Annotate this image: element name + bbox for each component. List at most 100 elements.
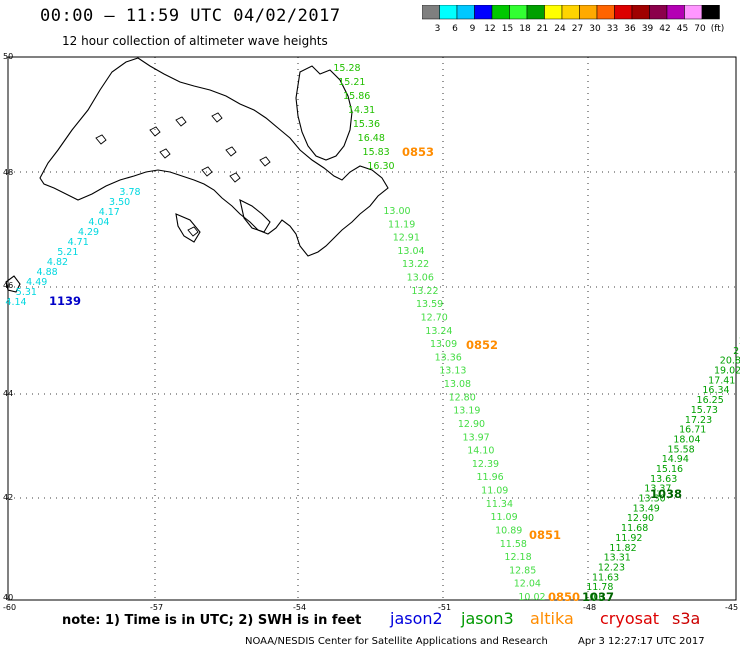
map-subtitle: 12 hour collection of altimeter wave hei… [62,34,328,48]
jason3-track-east-swh-label: 13.63 [650,474,677,485]
jason2-track-swh-label: 4.14 [5,297,26,308]
sat-s3a: s3a [672,609,701,628]
y-tick-label: 44 [3,389,13,398]
jason3-track-east-swh-label: 13.31 [604,553,631,564]
jason2-track-swh-label: 4.29 [78,227,99,238]
legend-label: 6 [452,24,458,34]
jason3-track-east-swh-label: 20.84 [720,356,740,367]
jason3-track-east-swh-label: 13.49 [633,503,660,514]
jason3-track-east-swh-label: 15.73 [691,405,718,416]
sat-jason2: jason2 [390,609,443,628]
jason2-track-swh-label: 4.04 [88,217,109,228]
jason3-track-north-swh-label: 15.28 [333,63,360,74]
x-tick-label: -51 [438,603,451,612]
jason3-track-east-swh-label: 19.02 [714,366,740,377]
jason2-track-swh-label: 4.49 [26,277,47,288]
jason2-track-swh-label: 4.17 [99,207,120,218]
jason2-track-swh-label: 5.31 [16,287,37,298]
x-tick-label: -48 [583,603,596,612]
jason3-track-east-swh-label: 13.30 [638,494,665,505]
jason3-track-central-time-label: 0852 [466,338,498,352]
jason3-track-east-swh-label: 16.25 [697,395,724,406]
jason3-track-central-swh-label: 13.59 [416,299,443,310]
island [229,172,241,183]
island [175,116,187,127]
legend-label: 42 [659,24,670,34]
y-tick-label: 48 [3,168,13,177]
jason2-track-swh-label: 3.50 [109,197,130,208]
jason3-track-central-swh-label: 11.09 [490,512,517,523]
legend-swatch [701,5,720,20]
sat-jason3: jason3 [461,609,514,628]
legend-label: 70 [694,24,706,34]
jason3-track-north-time-label: 0853 [402,145,434,159]
jason3-track-east-swh-label: 11.68 [621,523,648,534]
jason3-track-central-swh-label: 13.06 [407,273,434,284]
x-tick-label: -60 [3,603,16,612]
coastline-segment [239,198,271,233]
jason3-track-east-swh-label: 15.58 [668,444,695,455]
jason3-track-central-swh-label: 12.39 [472,459,499,470]
jason3-track-central-swh-label: 11.96 [477,472,504,483]
jason3-track-central-swh-label: 13.22 [402,259,429,270]
jason3-track-central-swh-label: 12.18 [504,552,531,563]
jason3-track-east-swh-label: 21 [733,346,740,357]
jason3-track-central-swh-label: 13.19 [453,406,480,417]
jason2-track-swh-label: 5.21 [57,247,78,258]
plot-frame [7,56,737,601]
credit-text: NOAA/NESDIS Center for Satellite Applica… [245,636,548,647]
jason3-track-central-swh-label: 12.90 [458,419,485,430]
jason3-track-central-swh-label: 13.04 [397,246,424,257]
axis-tick-labels: -60 -57 -54 -51 -48 -45 50 48 46 44 42 40 [3,52,738,612]
island [259,156,271,167]
jason3-track-central-swh-label: 12.91 [393,233,420,244]
jason3-track-east-swh-label: 10.0 [583,592,604,603]
jason3-track-central-swh-label: 13.09 [430,339,457,350]
color-scale-legend: 3 6 9 12 15 18 21 24 27 30 33 36 39 42 45 70 (ft) [422,5,725,34]
jason3-track-central-swh-label: 13.22 [411,286,438,297]
jason3-track-central-swh-label: 13.13 [439,366,466,377]
jason3-track-central-swh-label: 14.10 [467,446,494,457]
jason3-track-east-swh-label: 11.78 [586,582,613,593]
graticule [7,56,737,601]
jason2-track-swh-label: 4.88 [37,267,58,278]
x-tick-label: -54 [293,603,306,612]
generated-timestamp: Apr 3 12:27:17 UTC 2017 [578,636,705,647]
island [95,134,107,145]
jason3-track-central-swh-label: 13.97 [463,432,490,443]
legend-label: 45 [677,24,688,34]
jason3-track-east-swh-label: 11.63 [592,572,619,583]
jason3-track-east-swh-label: 13.37 [644,484,671,495]
jason2-track-swh-label: 3.78 [119,187,140,198]
coastline-segment [295,65,353,161]
jason3-track-east-swh-label: 17.41 [708,375,735,386]
jason3-track-east-swh-label: 14.94 [662,454,689,465]
jason3-track-east-swh-label: 11.82 [609,543,636,554]
jason3-track-central-swh-label: 12.80 [449,392,476,403]
legend-label: 15 [502,24,513,34]
legend-label: 39 [642,24,654,34]
island [201,166,213,177]
jason2-track-swh-label: 4.82 [47,257,68,268]
island [211,112,223,123]
jason3-track-north-swh-label: 15.86 [343,91,370,102]
jason3-track-east-swh-label: 18.04 [673,434,700,445]
jason3-track-central-swh-label: 12.70 [421,312,448,323]
jason2-track-time-label: 1139 [49,294,81,308]
jason3-track-east-swh-label: 11.92 [615,533,642,544]
y-tick-label: 42 [3,493,13,502]
legend-label: 12 [484,24,495,34]
island [149,126,161,137]
x-tick-label: -45 [725,603,738,612]
legend-label: 36 [624,24,636,34]
jason3-track-north-swh-label: 15.36 [353,119,380,130]
jason3-track-north-swh-label: 16.30 [367,161,394,172]
note-text: note: 1) Time is in UTC; 2) SWH is in fe… [62,613,362,628]
coastline-segment [39,57,389,257]
jason3-track-north-swh-label: 16.48 [358,133,385,144]
legend-label: 18 [519,24,531,34]
x-tick-label: -57 [150,603,163,612]
legend-label: (ft) [711,24,725,34]
map-title: 00:00 – 11:59 UTC 04/02/2017 [40,6,341,26]
legend-label: 3 [435,24,441,34]
